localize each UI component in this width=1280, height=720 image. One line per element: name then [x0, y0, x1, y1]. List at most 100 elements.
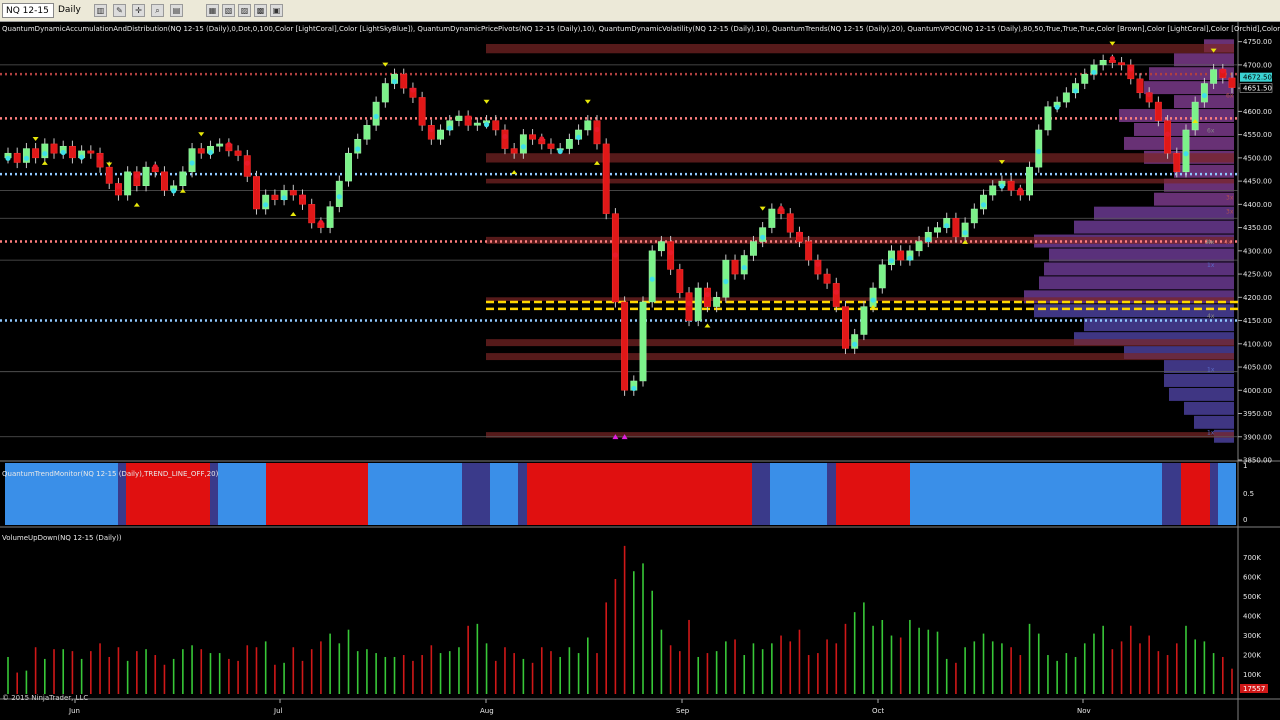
trend-dot — [1091, 69, 1097, 75]
candle-body — [188, 148, 196, 173]
candle-body — [308, 204, 316, 224]
volume-profile-bar — [1164, 360, 1234, 374]
data-box-icon[interactable]: ▦ — [206, 4, 219, 17]
vpoc-count-label: 6x — [1226, 92, 1234, 99]
zoom-icon[interactable]: ⌕ — [151, 4, 164, 17]
candle-body — [262, 194, 270, 210]
candle-body — [1154, 101, 1162, 121]
trend-dot — [299, 194, 306, 200]
candle-body — [713, 297, 721, 307]
candle-body — [1081, 73, 1089, 84]
chart-canvas[interactable]: 4750.004700.004650.004600.004550.004500.… — [0, 22, 1280, 720]
candle-body — [805, 241, 813, 261]
y-tick-label: 4350.00 — [1243, 224, 1272, 232]
trend-dot — [23, 155, 30, 161]
candle-body — [731, 259, 739, 275]
properties-icon[interactable]: ▤ — [170, 4, 183, 17]
candle-body — [510, 148, 518, 154]
volume-profile-bar — [1184, 401, 1234, 415]
y-tick-label: 4250.00 — [1243, 271, 1272, 279]
candle-body — [68, 145, 76, 159]
pivot-high-marker — [382, 62, 389, 67]
trend-dot — [704, 291, 711, 298]
candle-body — [611, 213, 619, 303]
trend-dot — [1036, 148, 1042, 154]
candle-body — [823, 273, 831, 284]
trend-dot — [760, 234, 766, 240]
price-indicator-header: QuantumDynamicAccumulationAndDistributio… — [2, 25, 1280, 33]
trend-block — [368, 463, 462, 525]
candle-body — [335, 180, 343, 207]
candle-body — [400, 73, 408, 89]
vpoc-count-label: 4x — [1207, 239, 1215, 246]
pencil-icon[interactable]: ✎ — [113, 4, 126, 17]
candle-body — [1182, 129, 1190, 173]
vpoc-zone — [486, 43, 1234, 54]
period-selector[interactable]: Daily ▾ — [58, 5, 81, 30]
trend-dot — [1109, 56, 1115, 62]
trend-block — [5, 463, 118, 525]
candle-body — [703, 287, 711, 307]
indicators-icon[interactable]: ▧ — [222, 4, 235, 17]
trend-dot — [189, 160, 195, 166]
trend-block — [462, 463, 490, 525]
volume-profile-bar — [1194, 415, 1234, 429]
trend-dot — [115, 183, 122, 190]
strategy-icon[interactable]: ▨ — [238, 4, 251, 17]
candle-body — [216, 143, 224, 147]
candle-body — [437, 129, 444, 140]
volume-profile-bar — [1094, 206, 1234, 220]
candle-body — [427, 125, 435, 140]
x-tick-label: Sep — [676, 707, 690, 715]
candle-body — [860, 306, 868, 335]
y-tick-label: 3950.00 — [1243, 410, 1272, 418]
pivot-high-marker — [1109, 41, 1116, 46]
volume-profile-bar — [1144, 81, 1234, 95]
trend-dot — [631, 385, 637, 392]
vpoc-count-label: 3x — [1226, 195, 1234, 202]
trend-dot — [207, 149, 214, 156]
template-icon[interactable]: ▩ — [254, 4, 267, 17]
candle-body — [1026, 166, 1033, 196]
vpoc-count-label: 1x — [1207, 429, 1215, 436]
y-tick-label: 4500.00 — [1243, 154, 1272, 162]
candle-body — [878, 264, 886, 289]
pivot-high-marker — [198, 132, 205, 137]
trend-block — [1210, 463, 1218, 525]
candle-body — [501, 129, 509, 149]
instrument-label: NQ 12-15 — [6, 6, 49, 16]
candle-body — [114, 183, 122, 196]
pivot-low-marker — [290, 211, 297, 216]
trend-dot — [97, 154, 103, 160]
y-tick-label: 4550.00 — [1243, 131, 1272, 139]
copyright-text: © 2015 NinjaTrader, LLC — [2, 694, 88, 702]
candle-body — [1035, 129, 1043, 168]
candle-body — [897, 250, 905, 261]
candle-body — [1210, 69, 1218, 84]
trend-dot — [1164, 131, 1171, 137]
trend-monitor-header: QuantumTrendMonitor(NQ 12-15 (Daily),TRE… — [2, 470, 219, 478]
volatility-marker — [621, 434, 628, 440]
y-tick-label: 3850.00 — [1243, 457, 1272, 465]
trend-dot — [686, 301, 692, 307]
bar-chart-icon[interactable]: ▥ — [94, 4, 107, 17]
pivot-high-marker — [759, 206, 766, 211]
trend-dot — [410, 87, 416, 93]
trend-dot — [373, 113, 379, 120]
y-tick-label: 4300.00 — [1243, 247, 1272, 255]
crosshair-icon[interactable]: ✛ — [132, 4, 145, 17]
volume-profile-bar — [1074, 220, 1234, 234]
trend-dot — [465, 115, 471, 121]
instrument-selector[interactable]: NQ 12-15 ▾ — [2, 3, 54, 31]
y-tick-label: 3900.00 — [1243, 433, 1272, 441]
trend-block — [1162, 463, 1181, 525]
candle-body — [694, 287, 702, 321]
candle-body — [124, 171, 132, 196]
trend-dot — [962, 230, 968, 236]
trend-dot — [281, 195, 287, 201]
trend-dot — [60, 149, 66, 156]
pivot-low-marker — [870, 304, 877, 309]
chart-style-icon[interactable]: ▣ — [270, 4, 283, 17]
trend-block — [1218, 463, 1236, 525]
pivot-low-marker — [133, 202, 140, 207]
